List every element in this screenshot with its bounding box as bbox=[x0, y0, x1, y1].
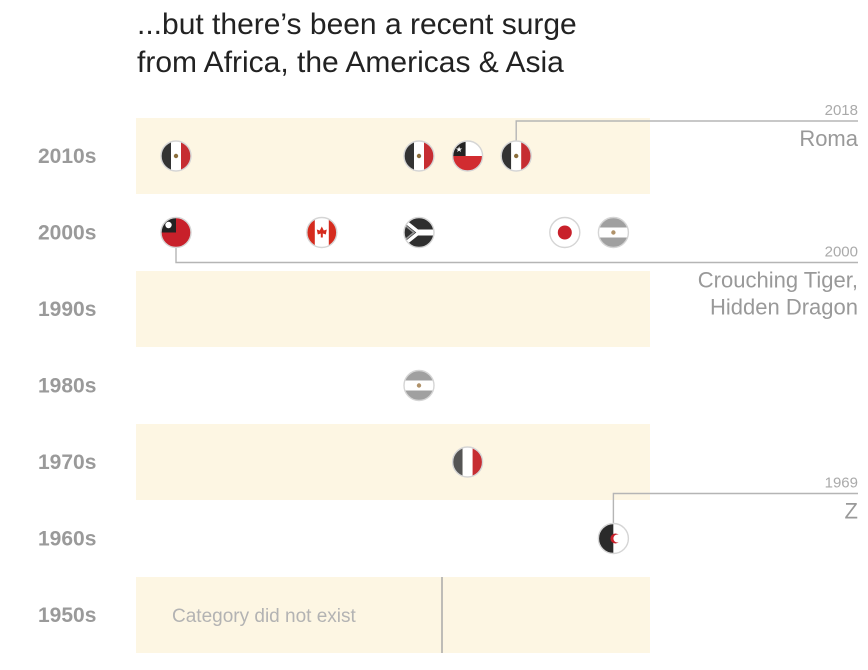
chile-flag-icon: ★ bbox=[451, 140, 484, 172]
row-label-1990s: 1990s bbox=[38, 298, 96, 321]
annotation-year: 2000 bbox=[825, 244, 858, 261]
row-label-1950s: 1950s bbox=[38, 604, 96, 627]
row-labels: 2010s 2000s 1990s 1980s 1970s 1960s 1950s Categ… bbox=[38, 145, 443, 653]
taiwan-flag-icon bbox=[160, 216, 192, 249]
row-label-1960s: 1960s bbox=[38, 528, 96, 551]
mexico-flag-icon bbox=[403, 140, 435, 172]
annotation-film-title: Roma bbox=[799, 126, 858, 151]
annotation-year: 1969 bbox=[825, 475, 858, 492]
row-band-2010s bbox=[136, 118, 650, 194]
flag-points: ★ bbox=[160, 140, 630, 555]
row-band-1950s bbox=[136, 577, 650, 653]
japan-flag-icon bbox=[549, 216, 581, 249]
annotation-leaders bbox=[175, 120, 858, 524]
algeria-flag-icon bbox=[597, 522, 630, 555]
canada-flag-icon bbox=[306, 216, 338, 249]
italy-flag-icon bbox=[451, 446, 484, 478]
chart-title-line-2: from Africa, the Americas & Asia bbox=[137, 46, 564, 79]
row-band-1970s bbox=[136, 424, 650, 500]
annotation-film-title: Crouching Tiger, bbox=[698, 268, 858, 293]
mexico-flag-icon bbox=[500, 140, 532, 172]
row-band-1990s bbox=[136, 271, 650, 347]
annotation-year: 2018 bbox=[825, 102, 858, 119]
row-label-1970s: 1970s bbox=[38, 451, 96, 474]
annotation-leader-line bbox=[515, 120, 858, 141]
row-label-1980s: 1980s bbox=[38, 375, 96, 398]
annotation-film-title: Z bbox=[845, 499, 858, 524]
chart-title-line-1: ...but there’s been a recent surge bbox=[137, 8, 577, 41]
mexico-flag-icon bbox=[160, 140, 192, 172]
annotation-leader-line bbox=[612, 492, 858, 524]
not-available-label: Category did not exist bbox=[172, 606, 356, 627]
annotations: 2018 Roma 2000 Crouching Tiger,Hidden Drago… bbox=[698, 102, 859, 524]
row-label-2000s: 2000s bbox=[38, 222, 96, 245]
argentina-flag-icon bbox=[403, 369, 435, 402]
row-label-2010s: 2010s bbox=[38, 145, 96, 168]
annotation-leader-line bbox=[175, 247, 858, 264]
argentina-flag-icon bbox=[597, 216, 630, 249]
svg-text:★: ★ bbox=[456, 145, 463, 154]
south-africa-flag-icon bbox=[403, 216, 435, 249]
chart-title: ...but there’s been a recent surge from … bbox=[137, 6, 577, 82]
row-bands bbox=[136, 118, 650, 653]
annotation-film-title: Hidden Dragon bbox=[710, 295, 858, 320]
